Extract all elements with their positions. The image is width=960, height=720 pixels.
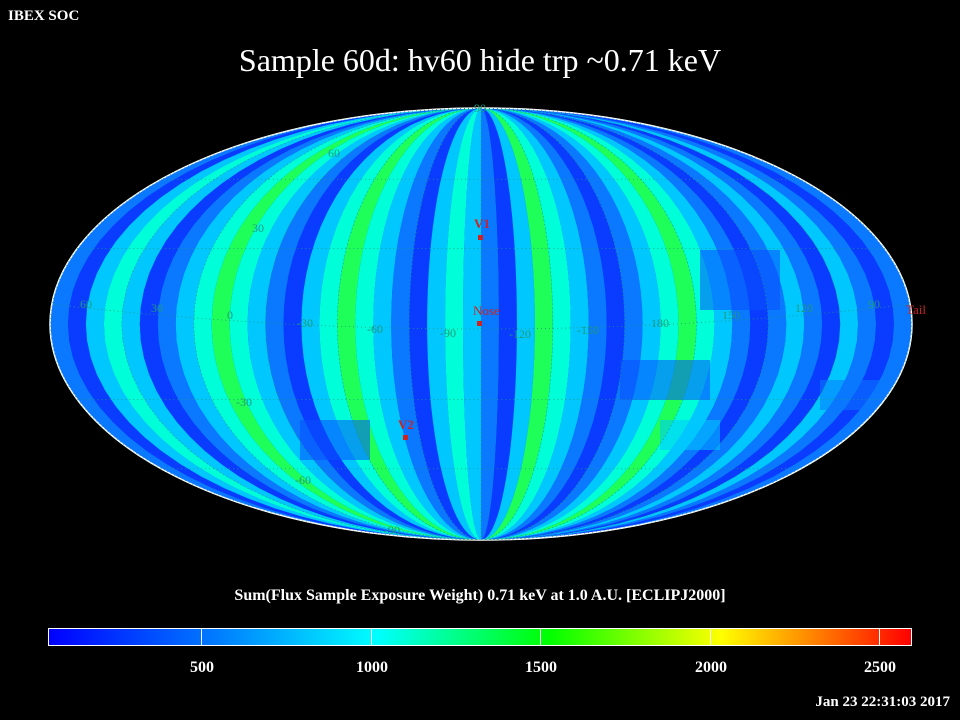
lat-label-minus60: -60 — [295, 473, 311, 487]
lon-label-150: 150 — [722, 308, 740, 322]
flux-band — [481, 108, 499, 540]
colorbar-tick — [201, 629, 202, 646]
flux-band — [373, 108, 481, 540]
colorbar-tick — [879, 629, 880, 646]
lat-label-30: 30 — [252, 221, 264, 235]
flux-bands — [50, 108, 912, 540]
flux-band — [481, 108, 607, 540]
map-title: Sample 60d: hv60 hide trp ~0.71 keV — [238, 42, 722, 78]
lon-label-minus120: -120 — [509, 327, 531, 341]
timestamp: Jan 23 22:31:03 2017 — [815, 694, 950, 710]
colorbar-tick-label: 1000 — [356, 659, 388, 676]
colorbar-tick — [371, 629, 372, 646]
flux-patch — [700, 250, 780, 310]
lon-label-60: 60 — [80, 297, 92, 311]
marker-nose-dot — [477, 321, 482, 326]
flux-band — [481, 108, 571, 540]
marker-v2-label: V2 — [398, 417, 414, 432]
flux-band — [355, 108, 481, 540]
lon-label-0: 0 — [227, 308, 233, 322]
colorbar — [48, 628, 912, 646]
lon-label-minus60: -60 — [367, 322, 383, 336]
lon-label-180: 180 — [651, 316, 669, 330]
marker-v2-dot — [403, 435, 408, 440]
lat-label-90: 90 — [474, 101, 486, 115]
marker-v2: V2 — [398, 417, 414, 440]
flux-band — [391, 108, 481, 540]
flux-band — [427, 108, 481, 540]
colorbar-tick — [710, 629, 711, 646]
colorbar-tick-label: 2000 — [695, 659, 727, 676]
lon-label-90: 90 — [868, 297, 880, 311]
lat-label-minus90: -90 — [384, 523, 400, 537]
flux-band — [463, 108, 481, 540]
marker-tail: Tail — [906, 302, 926, 317]
flux-band — [481, 108, 517, 540]
flux-band — [409, 108, 481, 540]
lat-label-60: 60 — [328, 146, 340, 160]
sky-map: 90 60 30 -30 -60 -90 60 30 0 -30 -60 -90… — [49, 101, 926, 541]
colorbar-tick-label: 2500 — [864, 659, 896, 676]
marker-v1: V1 — [474, 216, 490, 240]
flux-band — [481, 108, 589, 540]
marker-tail-label: Tail — [906, 302, 926, 317]
flux-patch — [820, 380, 880, 410]
flux-patch — [660, 420, 720, 450]
meridian-line — [480, 108, 697, 540]
lon-label-120: 120 — [795, 301, 813, 315]
lat-label-minus30: -30 — [236, 395, 252, 409]
lon-label-minus30: -30 — [297, 316, 313, 330]
lon-label-minus150: -150 — [577, 323, 599, 337]
flux-patch — [620, 360, 710, 400]
flux-band — [481, 108, 553, 540]
lon-label-minus90: -90 — [440, 326, 456, 340]
colorbar-label: Sum(Flux Sample Exposure Weight) 0.71 ke… — [234, 587, 726, 604]
flux-patch — [300, 420, 370, 460]
meridian-line — [265, 108, 482, 540]
flux-band — [481, 108, 535, 540]
colorbar-tick-label: 500 — [190, 659, 214, 676]
lon-label-30: 30 — [151, 301, 163, 315]
soc-label: IBEX SOC — [8, 8, 80, 24]
meridian-line — [408, 108, 482, 540]
meridian-line — [480, 108, 554, 540]
marker-nose: Nose — [473, 303, 500, 326]
colorbar-tick — [540, 629, 541, 646]
marker-v1-dot — [478, 235, 483, 240]
marker-v1-label: V1 — [474, 216, 490, 231]
flux-band — [445, 108, 481, 540]
colorbar-tick-label: 1500 — [525, 659, 557, 676]
marker-nose-label: Nose — [473, 303, 500, 318]
